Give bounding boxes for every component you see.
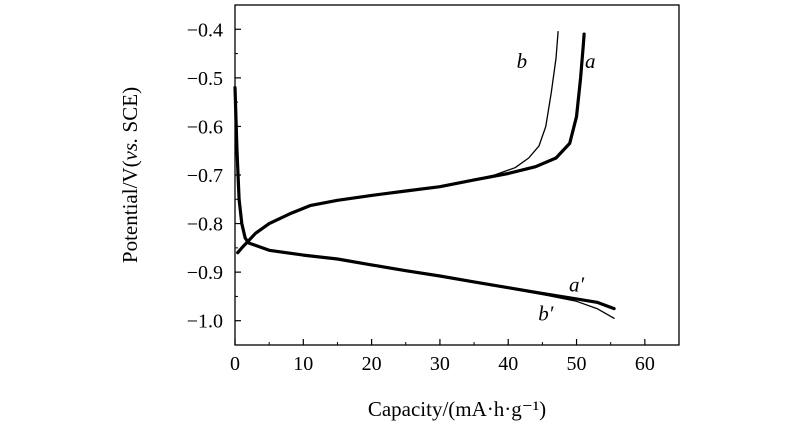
x-axis-title: Capacity/(mA·h·g⁻¹): [368, 397, 546, 421]
plot-frame: [234, 4, 680, 346]
y-axis-title: Potential/V(vs. SCE): [118, 87, 142, 263]
curve-label: b: [517, 49, 528, 73]
x-tick-label: 60: [635, 353, 655, 375]
y-tick-label: −0.8: [187, 214, 223, 236]
x-tick-label: 30: [430, 353, 450, 375]
series-line-a-prime: [233, 86, 616, 311]
curve-label: b′: [538, 302, 554, 326]
x-tick-label: 20: [362, 353, 382, 375]
series-layer: [233, 31, 616, 319]
annotations: b a a′ b′: [517, 49, 596, 326]
y-tick-label: −0.9: [187, 262, 223, 284]
y-axis-title-post: SCE): [118, 87, 142, 138]
x-tick-label: 50: [567, 353, 587, 375]
x-tick-label: 10: [293, 353, 313, 375]
series-line-a: [236, 32, 586, 255]
y-tick-label: −0.7: [187, 165, 223, 187]
series-line-b-prime: [234, 86, 615, 319]
x-axis: 0 10 20 30 40 50 60: [230, 339, 655, 375]
curve-label: a: [585, 49, 596, 73]
y-tick-label: −1.0: [187, 311, 223, 333]
y-tick-label: −0.6: [187, 116, 223, 138]
x-tick-label: 0: [230, 353, 240, 375]
x-tick-label: 40: [498, 353, 518, 375]
y-axis: −0.4 −0.5 −0.6 −0.7 −0.8 −0.9 −1.0: [187, 19, 241, 333]
y-tick-label: −0.4: [187, 19, 223, 41]
y-axis-title-pre: Potential/V(: [118, 160, 142, 263]
y-axis-title-italic: vs.: [118, 138, 142, 161]
y-tick-label: −0.5: [187, 68, 223, 90]
curve-label: a′: [569, 273, 585, 297]
plot-frame-rect: [234, 4, 680, 346]
series-line-b: [237, 31, 559, 254]
